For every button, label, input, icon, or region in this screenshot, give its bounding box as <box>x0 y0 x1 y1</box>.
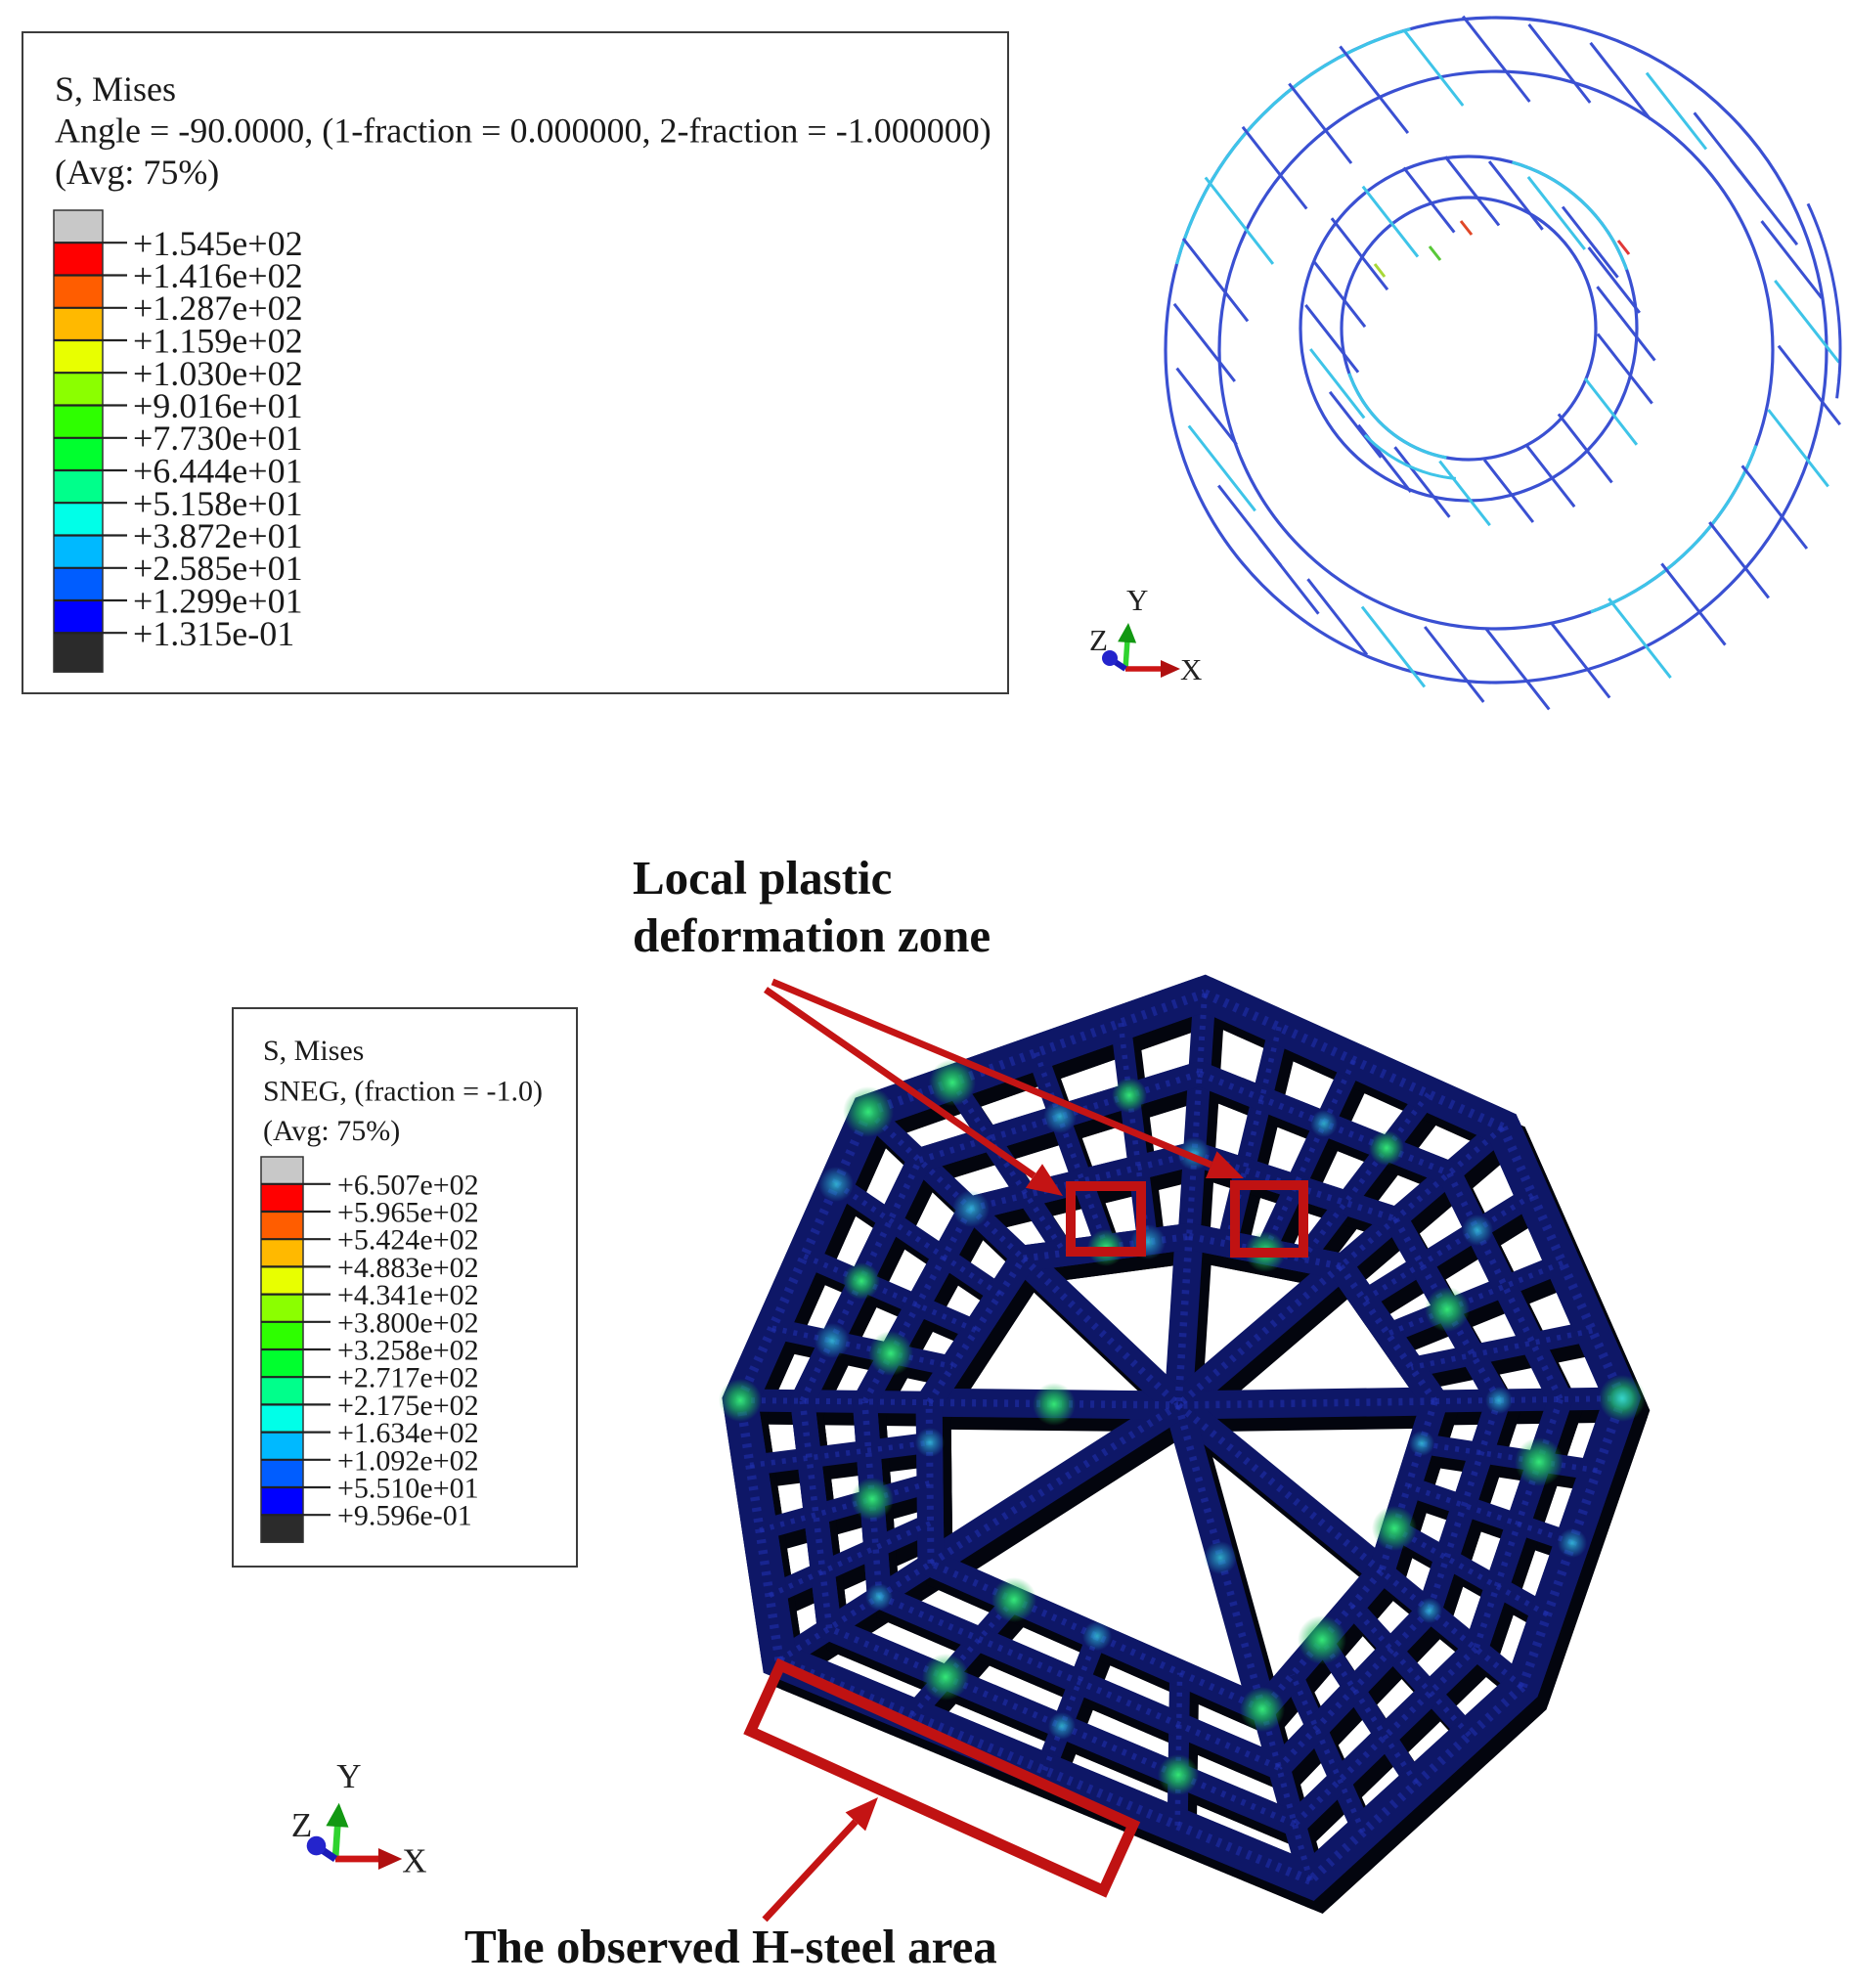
svg-text:+1.545e+02: +1.545e+02 <box>133 224 303 263</box>
svg-text:The observed H-steel area: The observed H-steel area <box>464 1920 997 1973</box>
svg-text:+1.159e+02: +1.159e+02 <box>133 322 303 361</box>
svg-text:Z: Z <box>1089 623 1108 657</box>
svg-text:+2.175e+02: +2.175e+02 <box>337 1390 479 1422</box>
svg-text:X: X <box>1180 652 1202 686</box>
svg-text:Y: Y <box>336 1757 361 1795</box>
svg-text:X: X <box>402 1841 426 1879</box>
svg-text:S, Mises: S, Mises <box>263 1035 364 1067</box>
svg-text:(Avg: 75%): (Avg: 75%) <box>263 1115 400 1147</box>
svg-text:+2.717e+02: +2.717e+02 <box>337 1362 479 1394</box>
svg-text:+4.883e+02: +4.883e+02 <box>337 1252 479 1284</box>
svg-text:+5.158e+01: +5.158e+01 <box>133 484 303 523</box>
svg-text:+9.016e+01: +9.016e+01 <box>133 386 303 425</box>
svg-text:+1.092e+02: +1.092e+02 <box>337 1444 479 1477</box>
svg-text:+3.800e+02: +3.800e+02 <box>337 1306 479 1339</box>
svg-text:+6.507e+02: +6.507e+02 <box>337 1169 479 1201</box>
svg-text:+3.872e+01: +3.872e+01 <box>133 516 303 555</box>
svg-text:deformation zone: deformation zone <box>633 908 991 962</box>
svg-text:S, Mises: S, Mises <box>55 69 176 109</box>
svg-text:+1.030e+02: +1.030e+02 <box>133 354 303 393</box>
svg-text:+1.287e+02: +1.287e+02 <box>133 288 303 328</box>
svg-text:Y: Y <box>1126 583 1148 617</box>
svg-text:+1.315e-01: +1.315e-01 <box>133 614 294 653</box>
svg-text:+5.965e+02: +5.965e+02 <box>337 1197 479 1229</box>
svg-text:+4.341e+02: +4.341e+02 <box>337 1279 479 1311</box>
svg-text:+1.634e+02: +1.634e+02 <box>337 1417 479 1449</box>
svg-text:+2.585e+01: +2.585e+01 <box>133 549 303 588</box>
svg-text:(Avg: 75%): (Avg: 75%) <box>55 153 219 192</box>
svg-text:SNEG, (fraction = -1.0): SNEG, (fraction = -1.0) <box>263 1076 543 1108</box>
svg-text:Angle = -90.0000, (1-fraction: Angle = -90.0000, (1-fraction = 0.000000… <box>55 111 991 151</box>
svg-text:+3.258e+02: +3.258e+02 <box>337 1335 479 1367</box>
svg-text:+5.510e+01: +5.510e+01 <box>337 1473 479 1505</box>
svg-text:+1.416e+02: +1.416e+02 <box>133 256 303 295</box>
svg-text:Local plastic: Local plastic <box>633 851 892 905</box>
svg-text:+6.444e+01: +6.444e+01 <box>133 452 303 491</box>
svg-text:+9.596e-01: +9.596e-01 <box>337 1500 472 1532</box>
svg-text:+5.424e+02: +5.424e+02 <box>337 1224 479 1257</box>
svg-text:+7.730e+01: +7.730e+01 <box>133 419 303 458</box>
svg-text:+1.299e+01: +1.299e+01 <box>133 582 303 621</box>
svg-text:Z: Z <box>291 1806 312 1844</box>
